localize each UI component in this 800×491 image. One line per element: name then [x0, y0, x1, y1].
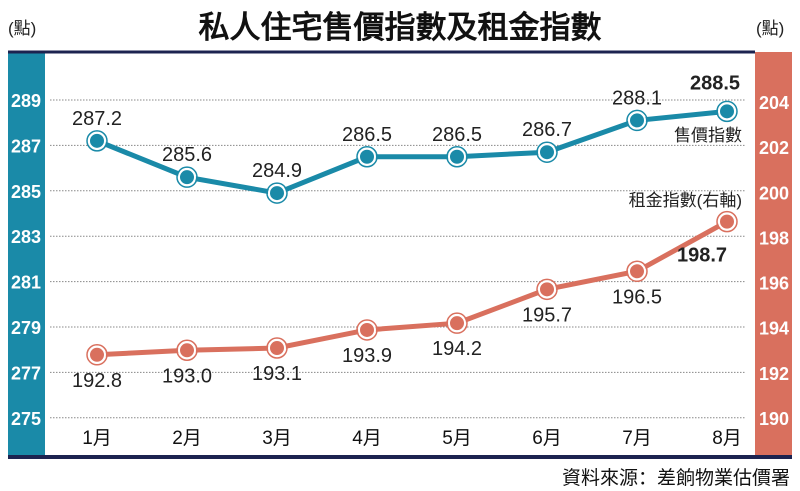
x-tick-label: 8月 — [712, 428, 742, 449]
data-point-ring — [536, 141, 558, 163]
left-tick-label: 275 — [11, 409, 41, 429]
left-tick-label: 283 — [11, 227, 41, 247]
data-point — [538, 280, 556, 299]
data-label: 193.1 — [252, 363, 302, 385]
right-tick-label: 200 — [759, 183, 789, 203]
right-unit-label: (點) — [756, 19, 784, 38]
data-point-ring — [266, 182, 288, 204]
data-point — [88, 345, 106, 364]
x-tick-label: 4月 — [352, 428, 382, 449]
data-label: 196.5 — [612, 286, 662, 308]
right-tick-label: 196 — [759, 274, 789, 294]
data-label: 286.5 — [432, 124, 482, 146]
data-point-ring — [716, 100, 738, 123]
data-label: 192.8 — [72, 370, 122, 392]
data-point — [628, 262, 646, 281]
left-unit-label: (點) — [8, 19, 36, 38]
data-point-ring — [626, 109, 648, 132]
right-tick-label: 204 — [759, 93, 789, 113]
right-tick-label: 198 — [759, 228, 789, 248]
left-tick-label: 279 — [11, 318, 41, 338]
data-label: 194.2 — [432, 338, 482, 360]
left-tick-label: 277 — [11, 363, 41, 383]
x-tick-label: 7月 — [622, 428, 652, 449]
right-tick-label: 202 — [759, 138, 789, 158]
x-tick-label: 2月 — [172, 428, 202, 449]
data-point — [88, 131, 106, 150]
data-label: 284.9 — [252, 160, 302, 182]
data-point-ring — [446, 146, 468, 168]
left-tick-label: 287 — [11, 136, 41, 156]
data-point-ring — [446, 312, 468, 334]
data-point-ring — [266, 337, 288, 359]
data-point — [268, 184, 286, 203]
data-point — [718, 102, 736, 121]
left-tick-label: 285 — [11, 182, 41, 202]
data-label: 286.5 — [342, 124, 392, 146]
series-line-1 — [96, 219, 729, 358]
data-point — [358, 320, 376, 339]
legend-rent-index: 租金指數(右軸) — [629, 191, 742, 210]
data-point — [538, 143, 556, 162]
data-label: 288.5 — [690, 72, 740, 94]
data-point — [448, 147, 466, 166]
data-point-ring — [176, 166, 198, 188]
data-point — [448, 314, 466, 333]
data-label: 193.0 — [162, 365, 212, 387]
chart-title: 私人住宅售價指數及租金指數 — [199, 10, 602, 45]
x-tick-label: 1月 — [82, 428, 112, 449]
data-point-ring — [86, 130, 108, 152]
legend-sale-index: 售價指數 — [674, 126, 742, 145]
data-point-ring — [716, 210, 738, 233]
data-point-ring — [536, 278, 558, 301]
data-label: 286.7 — [522, 119, 572, 141]
source-note: 資料來源：差餉物業估價署 — [562, 467, 790, 489]
data-point-ring — [356, 146, 378, 168]
right-axis-bar — [755, 52, 792, 456]
data-label: 288.1 — [612, 87, 662, 109]
data-point — [268, 339, 286, 358]
data-label: 193.9 — [342, 345, 392, 367]
data-label: 195.7 — [522, 304, 572, 326]
data-label: 198.7 — [677, 245, 727, 267]
data-point — [178, 168, 196, 187]
x-tick-label: 3月 — [262, 428, 292, 449]
left-tick-label: 289 — [11, 91, 41, 111]
data-label: 285.6 — [162, 144, 212, 166]
series-line-0 — [96, 108, 728, 196]
data-point — [358, 147, 376, 166]
x-tick-label: 5月 — [442, 428, 472, 449]
data-point-ring — [356, 319, 378, 341]
data-point — [718, 212, 736, 231]
data-point-ring — [176, 339, 198, 362]
x-tick-label: 6月 — [532, 428, 562, 449]
data-point-ring — [626, 260, 648, 283]
left-tick-label: 281 — [11, 273, 41, 293]
data-point — [178, 341, 196, 360]
data-point-ring — [86, 344, 108, 366]
right-tick-label: 190 — [759, 409, 789, 429]
data-point — [628, 111, 646, 130]
data-label: 287.2 — [72, 108, 122, 130]
right-tick-label: 194 — [759, 319, 789, 339]
left-axis-bar — [8, 52, 45, 456]
right-tick-label: 192 — [759, 364, 789, 384]
